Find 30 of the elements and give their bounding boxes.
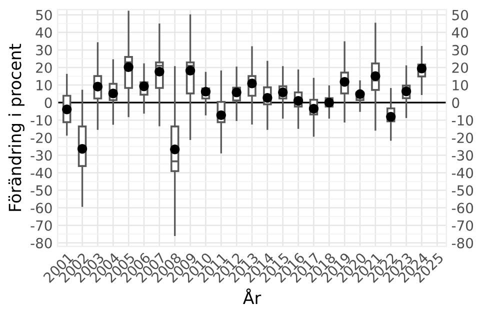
y2-tick-label: 30 (452, 44, 468, 56)
y-tick-label: 30 (36, 44, 52, 56)
y2-tick-label: 20 (452, 62, 468, 73)
y-tick-label: -60 (30, 202, 52, 214)
y-tick-label: -20 (30, 132, 52, 144)
y-axis-title: Förändring i procent (8, 44, 24, 211)
y-tick-label: -80 (30, 238, 52, 248)
y-tick-label: 50 (36, 10, 52, 20)
y-tick-label: -50 (30, 185, 52, 196)
y2-tick-label: 0 (452, 98, 460, 108)
y-tick-label: -70 (30, 220, 52, 231)
y2-tick-label: 40 (452, 27, 468, 38)
y-tick-label: 20 (36, 62, 52, 73)
y-tick-label: 10 (36, 80, 52, 90)
y2-tick-label: -10 (452, 115, 474, 126)
y2-tick-label: 10 (452, 80, 468, 90)
y2-tick-label: -50 (452, 185, 474, 196)
y2-tick-label: -80 (452, 238, 474, 248)
y-tick-label: 0 (44, 98, 52, 108)
y-tick-label: -40 (30, 168, 52, 178)
y2-tick-label: -40 (452, 168, 474, 178)
y2-tick-label: -60 (452, 202, 474, 214)
y-tick-label: -30 (30, 150, 52, 161)
y2-tick-label: -70 (452, 220, 474, 231)
y2-tick-label: 50 (452, 10, 468, 20)
x-axis-title: År (243, 288, 262, 304)
y2-tick-label: -30 (452, 150, 474, 161)
y-tick-label: -10 (30, 115, 52, 126)
y2-tick-label: -20 (452, 132, 474, 144)
y-tick-label: 40 (36, 27, 52, 38)
